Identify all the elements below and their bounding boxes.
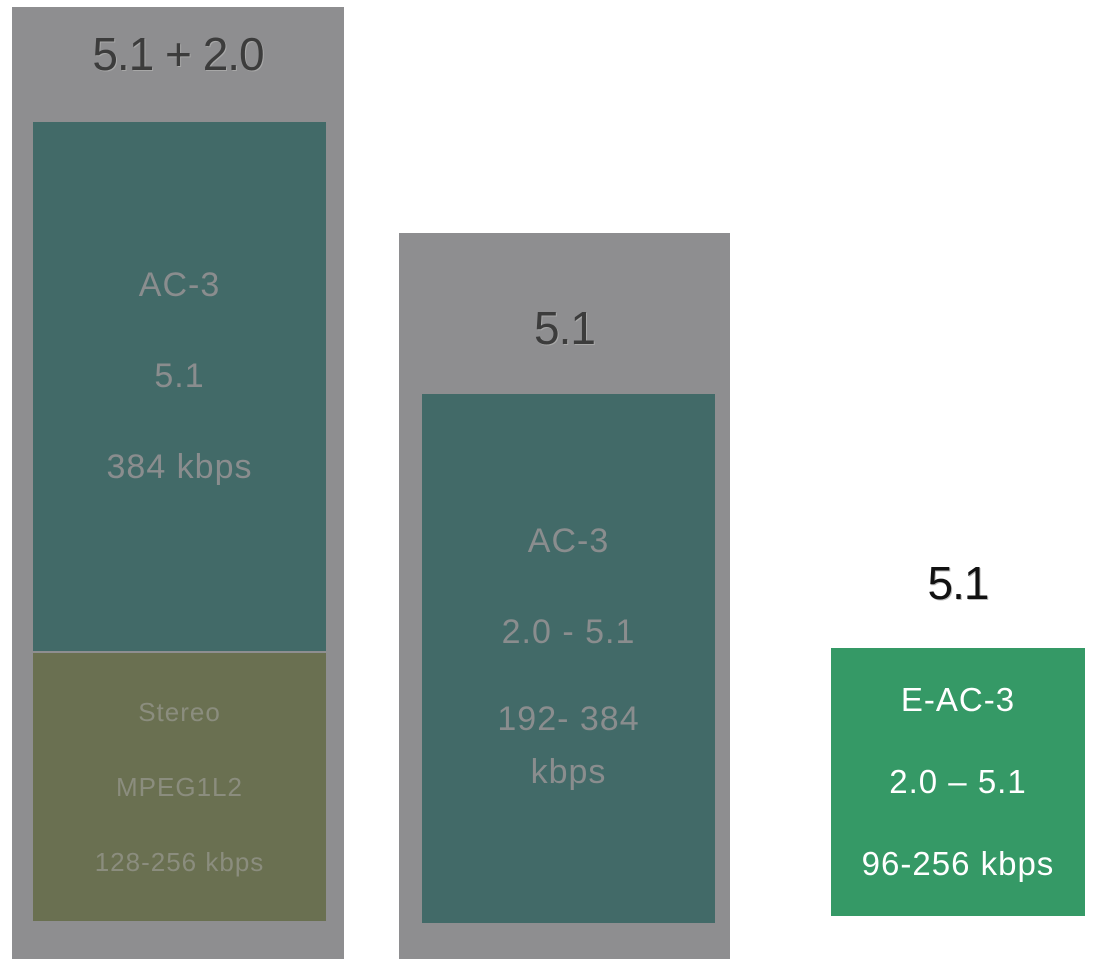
bitrate-label: 384 kbps bbox=[106, 448, 253, 486]
ac3-block: AC-3 2.0 - 5.1 192- 384 kbps bbox=[422, 394, 715, 923]
bitrate-label: 192- 384 bbox=[497, 700, 640, 738]
codec-label: AC-3 bbox=[527, 522, 610, 560]
codec-label: AC-3 bbox=[138, 266, 221, 304]
column-title-e-ac3: 5.1 bbox=[927, 557, 990, 609]
channel-label: Stereo bbox=[138, 696, 221, 727]
column-title: 5.1 + 2.0 bbox=[92, 28, 264, 80]
stereo-block: Stereo MPEG1L2 128-256 kbps bbox=[33, 653, 326, 921]
ac3-block: AC-3 5.1 384 kbps bbox=[33, 122, 326, 651]
channel-label: 2.0 - 5.1 bbox=[501, 613, 636, 651]
column-5-1-plus-2-0: 5.1 + 2.0 AC-3 5.1 384 kbps Stereo MPEG1… bbox=[12, 7, 344, 959]
codec-label: MPEG1L2 bbox=[116, 771, 243, 802]
bitrate-label: 128-256 kbps bbox=[94, 846, 265, 877]
codec-label: E-AC-3 bbox=[900, 681, 1016, 718]
e-ac3-block: E-AC-3 2.0 – 5.1 96-256 kbps bbox=[831, 648, 1085, 916]
bitrate-label: 96-256 kbps bbox=[861, 845, 1055, 882]
column-title: 5.1 bbox=[534, 302, 596, 354]
column-5-1: 5.1 AC-3 2.0 - 5.1 192- 384 kbps bbox=[399, 233, 730, 959]
bitrate-unit-label: kbps bbox=[530, 753, 607, 791]
channel-label: 2.0 – 5.1 bbox=[889, 763, 1027, 800]
channel-label: 5.1 bbox=[154, 357, 205, 395]
